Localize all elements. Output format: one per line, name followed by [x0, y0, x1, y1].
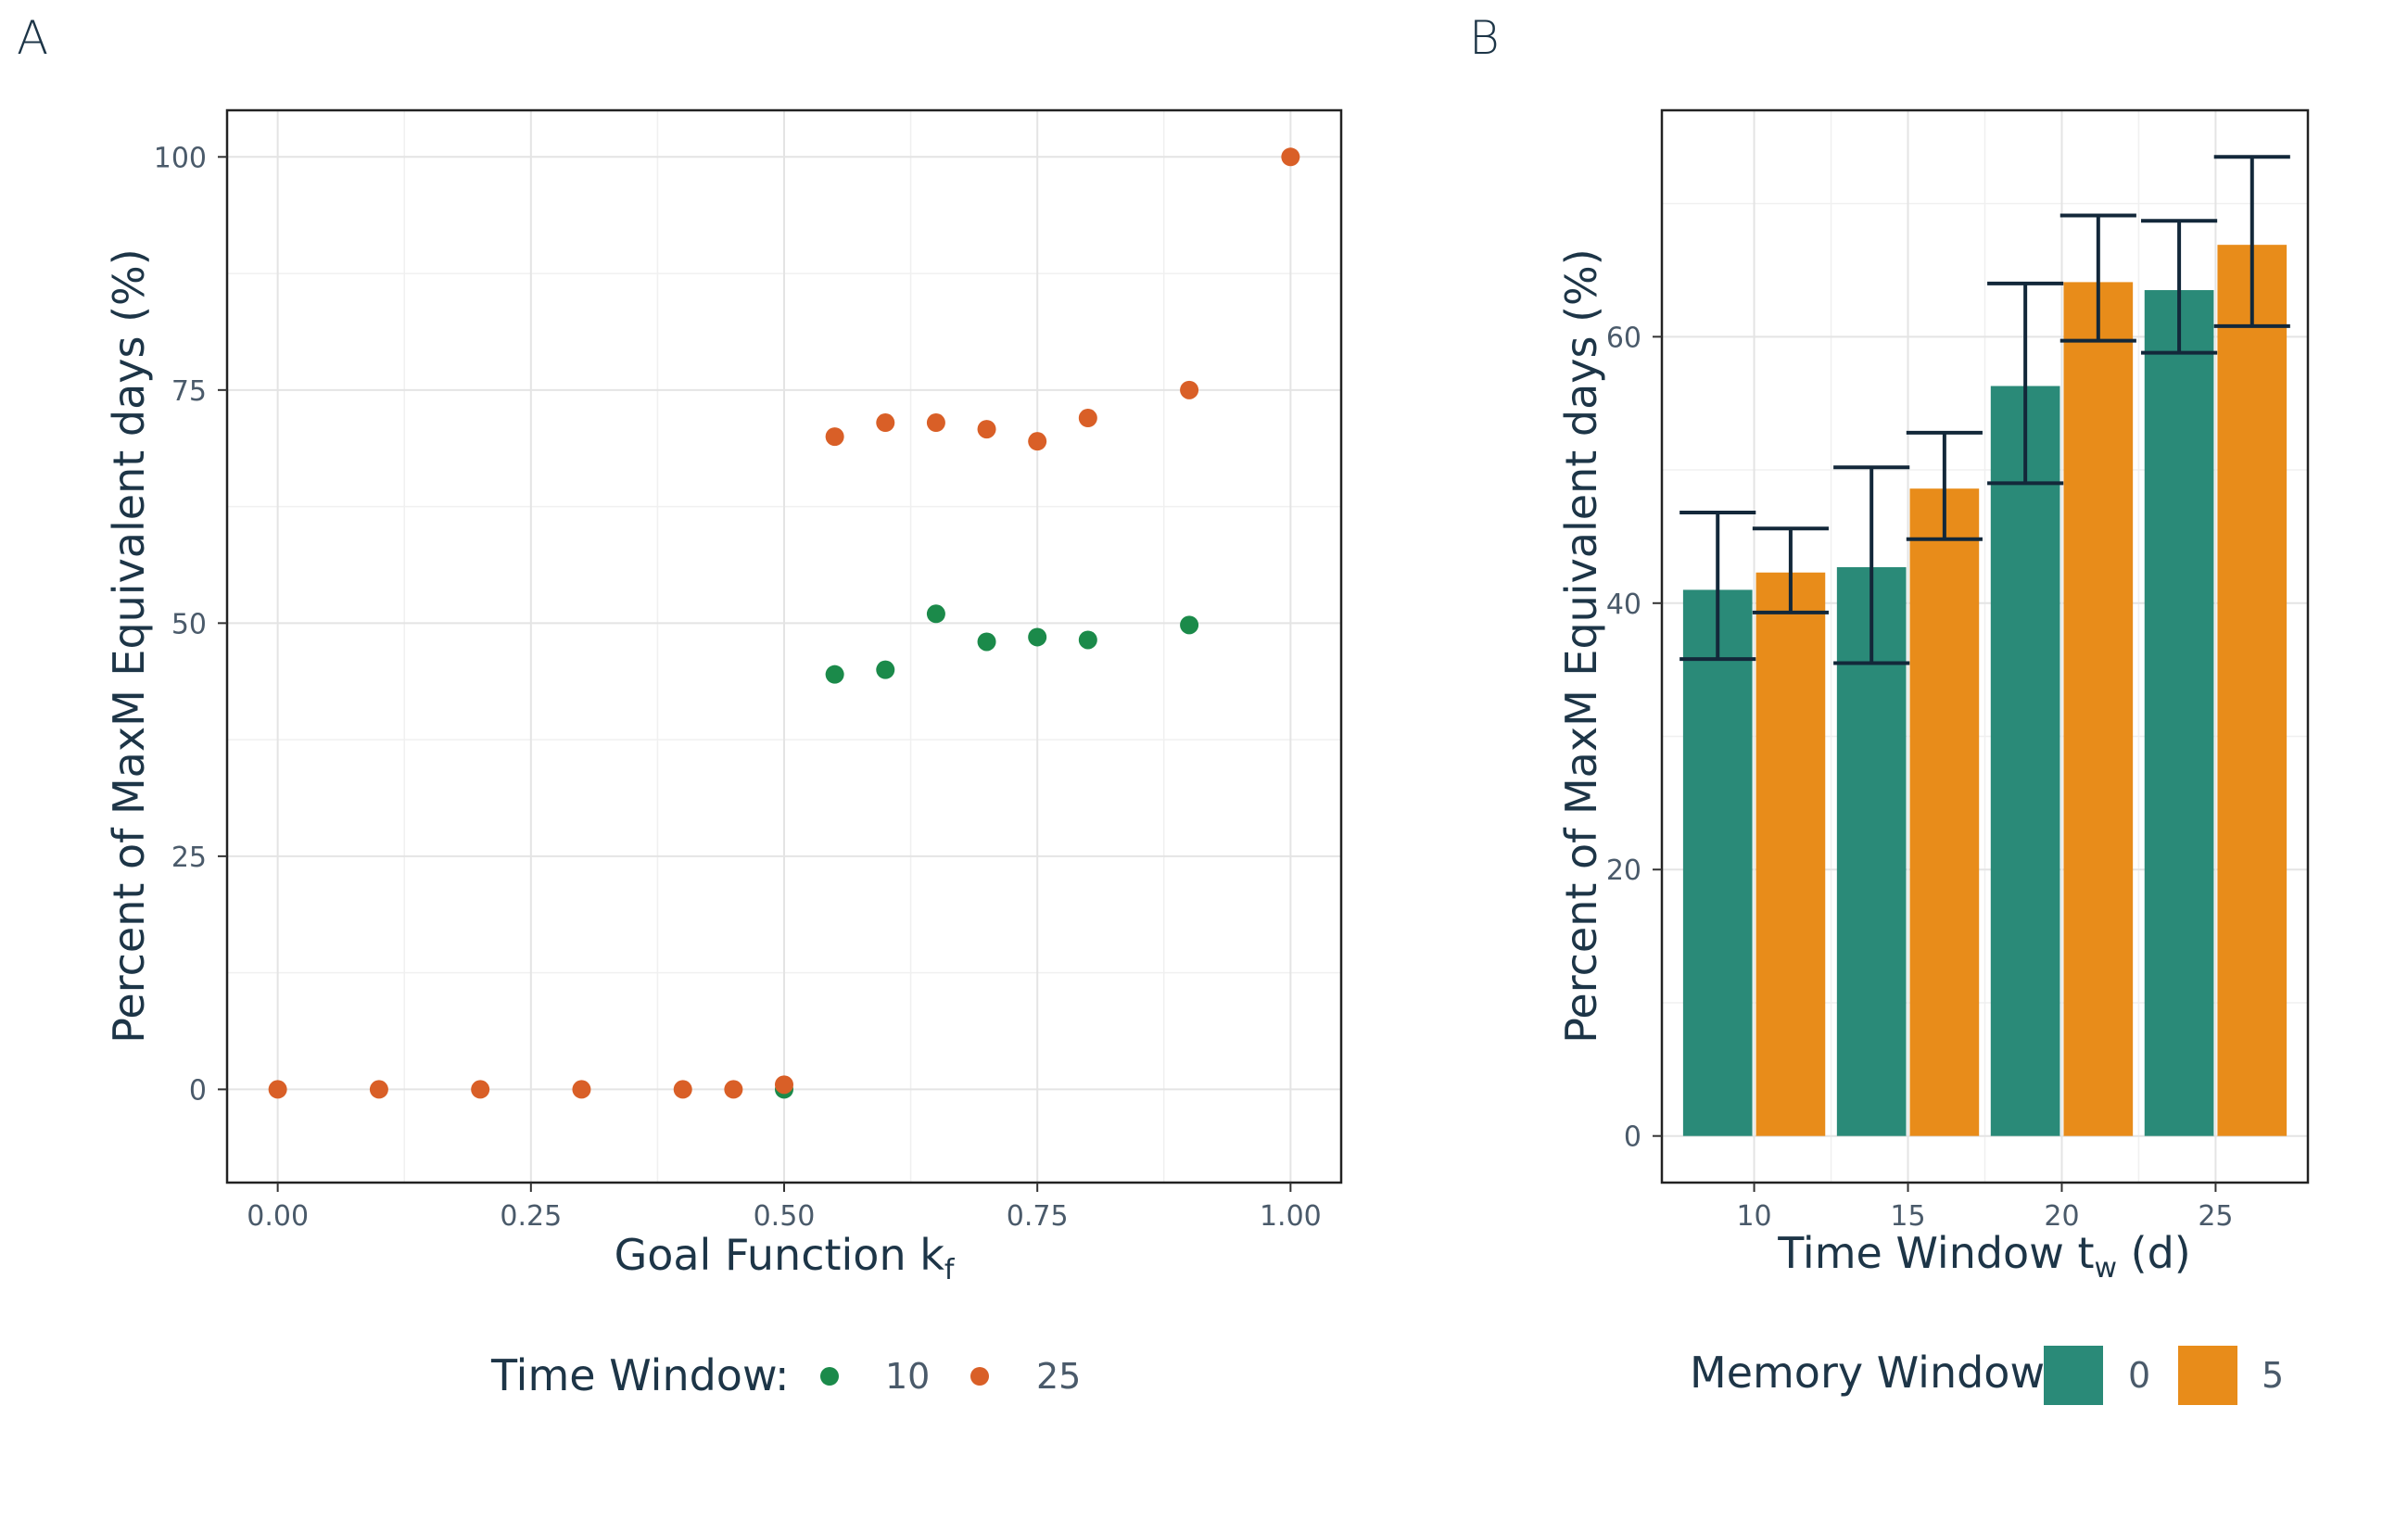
scatter-y-tick-label: 25 — [171, 842, 207, 874]
scatter-x-tick-label: 0.00 — [247, 1200, 309, 1233]
scatter-point-series-25 — [369, 1080, 388, 1099]
scatter-y-tick-labels: 0 25 50 75 100 — [154, 142, 227, 1107]
scatter-x-axis-title: Goal Function kf — [615, 1230, 956, 1286]
scatter-point-series-10 — [1078, 630, 1097, 650]
bar-y-tick-label: 40 — [1606, 589, 1641, 621]
bar-y-tick-labels: 0 20 40 60 — [1606, 322, 1662, 1154]
scatter-point-series-10 — [825, 665, 844, 684]
legend-swatch-memory-0 — [2044, 1346, 2103, 1405]
scatter-point-series-25 — [876, 413, 895, 433]
scatter-y-axis-title: Percent of MaxM Equivalent days (%) — [104, 248, 154, 1043]
bar-x-tick-label: 15 — [1890, 1200, 1925, 1233]
bar-memory-5-tw-10 — [1755, 572, 1826, 1136]
scatter-point-series-25 — [1180, 380, 1199, 399]
bar-memory-5-tw-15 — [1909, 488, 1980, 1136]
scatter-point-series-10 — [1028, 627, 1047, 647]
bar-x-tick-label: 20 — [2044, 1200, 2079, 1233]
bar-x-axis-title-main: Time Window t — [1777, 1228, 2094, 1278]
bar-x-tick-labels: 10 15 20 25 — [1736, 1183, 2234, 1233]
legend-label-memory-5: 5 — [2262, 1355, 2284, 1396]
bar-bars — [1682, 245, 2288, 1136]
scatter-point-series-25 — [268, 1080, 287, 1099]
panel-label-a: A — [17, 11, 48, 65]
legend-label-memory-0: 0 — [2128, 1355, 2150, 1396]
scatter-point-series-25 — [673, 1080, 692, 1099]
scatter-gridlines — [227, 110, 1341, 1183]
scatter-y-tick-label: 50 — [171, 608, 207, 640]
scatter-y-tick-label: 0 — [189, 1074, 207, 1107]
bar-x-axis-title-subscript: w — [2094, 1252, 2117, 1285]
scatter-point-series-25 — [977, 420, 996, 439]
scatter-point-series-25 — [1281, 147, 1300, 167]
scatter-y-tick-label: 100 — [154, 142, 207, 174]
scatter-point-series-25 — [1028, 432, 1047, 451]
scatter-x-axis-title-main: Goal Function k — [615, 1230, 945, 1280]
bar-y-axis-title: Percent of MaxM Equivalent days (%) — [1556, 248, 1606, 1043]
bar-legend-title: Memory Window — [1690, 1348, 2045, 1398]
scatter-point-series-25 — [825, 427, 844, 447]
scatter-legend-title: Time Window: — [490, 1350, 790, 1400]
scatter-x-tick-label: 0.75 — [1007, 1200, 1069, 1233]
legend-label-series-25: 25 — [1036, 1356, 1081, 1397]
scatter-point-series-10 — [977, 632, 996, 652]
scatter-point-series-25 — [724, 1080, 743, 1099]
bar-y-tick-label: 60 — [1606, 322, 1641, 354]
bar-memory-0-tw-10 — [1682, 589, 1753, 1136]
legend-label-series-10: 10 — [885, 1356, 930, 1397]
bar-x-tick-label: 25 — [2198, 1200, 2233, 1233]
legend-swatch-series-25 — [970, 1367, 989, 1386]
bar-plot-frame — [1660, 108, 2310, 1184]
panel-label-b: B — [1469, 11, 1500, 65]
scatter-x-axis-title-subscript: f — [944, 1254, 956, 1286]
scatter-points — [268, 147, 1300, 1099]
scatter-y-tick-label: 75 — [171, 375, 207, 408]
bar-memory-5-tw-20 — [2063, 282, 2134, 1136]
scatter-point-series-10 — [926, 604, 945, 624]
scatter-x-tick-label: 1.00 — [1260, 1200, 1322, 1233]
legend-swatch-memory-5 — [2178, 1346, 2237, 1405]
scatter-point-series-25 — [775, 1075, 793, 1095]
scatter-legend: Time Window: 10 25 — [490, 1350, 1081, 1400]
scatter-point-series-25 — [926, 413, 945, 433]
bar-x-axis-title-suffix: (d) — [2117, 1228, 2191, 1278]
scatter-point-series-25 — [471, 1080, 490, 1099]
scatter-point-series-10 — [1180, 615, 1199, 635]
bar-y-tick-label: 0 — [1624, 1121, 1641, 1154]
bar-y-tick-label: 20 — [1606, 855, 1641, 887]
bar-x-axis-title: Time Window tw (d) — [1777, 1228, 2191, 1285]
bar-error-bars — [1679, 155, 2290, 665]
scatter-point-series-25 — [572, 1080, 591, 1099]
scatter-x-tick-label: 0.50 — [754, 1200, 816, 1233]
bar-panel: 0 20 40 60 10 15 20 25 Percent of MaxM Equival… — [1556, 108, 2310, 1405]
scatter-panel: 0 25 50 75 100 0.00 0.25 0.50 0.75 1.00 Percent … — [104, 108, 1343, 1400]
bar-legend: Memory Window 0 5 — [1690, 1346, 2284, 1405]
bar-memory-0-tw-25 — [2144, 290, 2214, 1136]
scatter-x-tick-label: 0.25 — [500, 1200, 562, 1233]
bar-memory-0-tw-20 — [1990, 386, 2060, 1136]
bar-x-tick-label: 10 — [1736, 1200, 1771, 1233]
scatter-point-series-10 — [876, 660, 895, 679]
bar-memory-5-tw-25 — [2217, 245, 2288, 1136]
scatter-x-tick-labels: 0.00 0.25 0.50 0.75 1.00 — [247, 1183, 1322, 1233]
legend-swatch-series-10 — [820, 1367, 839, 1386]
scatter-point-series-25 — [1078, 409, 1097, 428]
